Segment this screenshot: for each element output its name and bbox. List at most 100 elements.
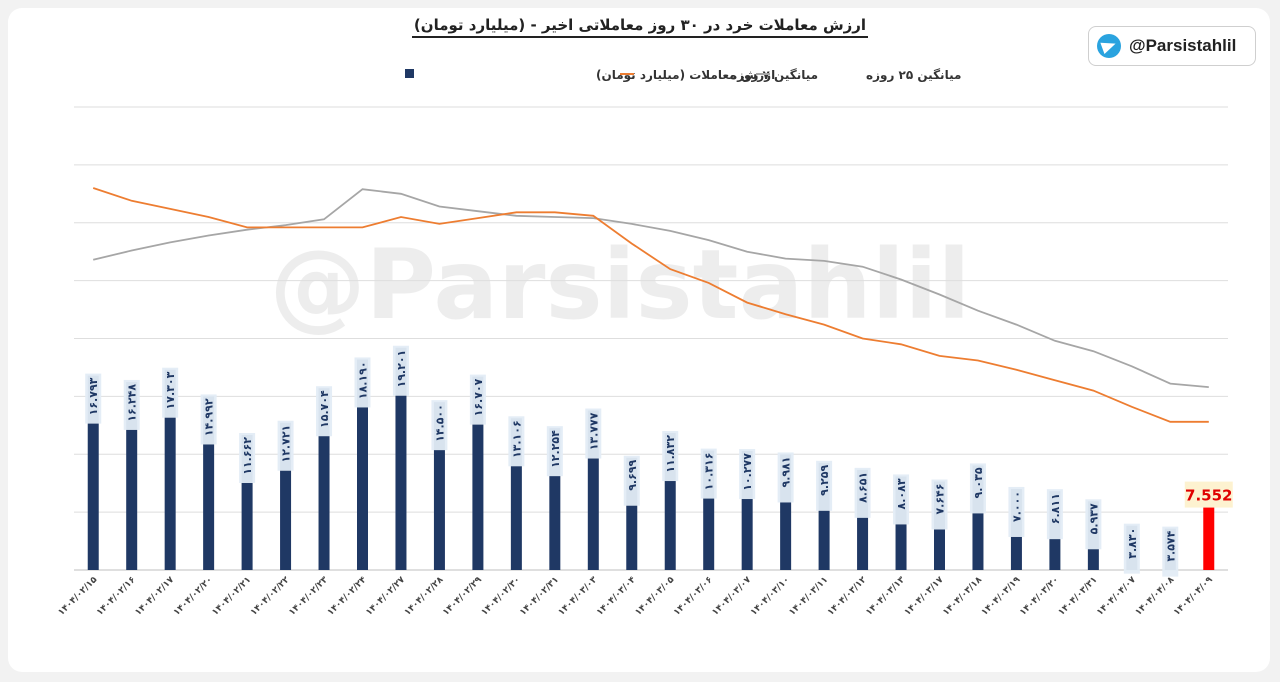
x-tick-label: ۱۴۰۴/۰۲/۲۴: [326, 575, 369, 618]
data-label-box: [431, 400, 448, 451]
data-label-text: ۱۲.۲۵۴: [549, 430, 562, 468]
data-label-text: ۶.۸۱۱: [1049, 493, 1062, 524]
x-tick-label: ۱۴۰۴/۰۲/۲۷: [364, 575, 407, 618]
x-tick-label: ۱۴۰۴/۰۳/۱۲: [826, 575, 869, 618]
bar: [587, 410, 599, 570]
data-label-text: ۱۶.۲۴۸: [126, 384, 139, 422]
data-label: ۱۹.۲۰۱: [392, 345, 409, 396]
bar: [241, 435, 253, 570]
data-label: ۹.۶۹۹: [623, 455, 640, 506]
data-label-box: [816, 460, 833, 511]
data-label-box: [546, 426, 563, 477]
bar: [280, 422, 292, 570]
data-label: ۶.۸۱۱: [1046, 489, 1063, 540]
data-label-box: [969, 463, 986, 514]
legend-label-0: ارزش معاملات (میلیارد تومان): [596, 68, 775, 83]
bar: [741, 451, 753, 570]
x-tick-label: ۱۴۰۴/۰۳/۱۳: [864, 575, 907, 618]
x-tick-label: ۱۴۰۴/۰۳/۰۵: [634, 575, 677, 618]
data-label-text: ۱۴.۵۰۰: [433, 404, 446, 442]
bar: [126, 381, 138, 570]
x-tick-label: ۱۴۰۴/۰۲/۲۱: [210, 575, 253, 618]
x-tick-label: ۱۴۰۴/۰۳/۱۹: [980, 575, 1023, 618]
x-tick-label: ۱۴۰۴/۰۳/۳۱: [1057, 575, 1100, 618]
data-label-box: [277, 420, 294, 471]
x-tick-label: ۱۴۰۴/۰۳/۰۴: [595, 575, 638, 618]
data-label: ۸.۰۸۳: [893, 474, 910, 525]
data-label-box: [354, 357, 371, 408]
data-label-box: [623, 455, 640, 506]
data-label-box: [854, 467, 871, 518]
data-label: ۱۱.۶۶۲: [239, 433, 256, 484]
data-label-text: ۱۳.۱۰۶: [510, 420, 523, 458]
watermark-text: @Parsistahlil: [270, 229, 971, 341]
data-label-text: ۸.۶۵۱: [857, 472, 870, 503]
x-tick-label: ۱۴۰۴/۰۲/۱۷: [133, 575, 176, 618]
data-label-text: ۹.۹۸۱: [780, 456, 793, 487]
data-label-box: [700, 448, 717, 499]
data-label: 7.552: [1184, 481, 1233, 508]
data-label-text: ۱۱.۸۳۲: [664, 435, 677, 473]
data-label: ۱۷.۳۰۳: [162, 367, 179, 418]
bar: [164, 369, 176, 570]
bar: [857, 469, 869, 570]
x-tick-label: ۱۴۰۴/۰۳/۰۳: [557, 575, 600, 618]
chart-title: ارزش معاملات خرد در ۳۰ روز معاملاتی اخیر…: [0, 16, 1280, 38]
bar: [357, 359, 368, 570]
data-label-box: [931, 479, 948, 530]
data-label-text: ۸.۰۸۳: [895, 478, 908, 509]
bar: [626, 457, 638, 570]
data-label: ۸.۶۵۱: [854, 467, 871, 518]
bar: [818, 462, 830, 570]
x-tick-label: ۱۴۰۴/۰۲/۲۳: [287, 575, 330, 618]
data-label: ۱۳.۷۷۷: [585, 408, 602, 459]
data-label-text: ۷.۶۴۶: [934, 483, 947, 514]
ma25-line: [92, 188, 1209, 388]
data-label-box: [239, 433, 256, 484]
data-label: ۱۲.۷۲۱: [277, 420, 294, 471]
bar: [1203, 482, 1215, 570]
data-label-box: [662, 431, 679, 482]
channel-badge[interactable]: @Parsistahlil: [1088, 26, 1256, 66]
data-label-box: [1085, 499, 1102, 550]
data-label: ۱۰.۳۱۶: [700, 448, 717, 499]
bar: [780, 454, 792, 570]
data-label-text: ۱۹.۲۰۱: [395, 350, 408, 388]
data-label-box: [1046, 489, 1063, 540]
chart-title-text: ارزش معاملات خرد در ۳۰ روز معاملاتی اخیر…: [411, 16, 869, 38]
data-label: ۳.۵۷۴: [1162, 526, 1179, 577]
data-label-text: ۱۰.۳۱۶: [703, 453, 716, 491]
x-tick-label: ۱۴۰۴/۰۳/۱۱: [787, 575, 830, 618]
data-label: ۷.۶۴۶: [931, 479, 948, 530]
data-label-box: [200, 394, 217, 445]
x-tick-label: ۱۴۰۴/۰۳/۱۰: [749, 575, 792, 618]
data-label-box: [123, 379, 140, 430]
data-label: ۱۴.۹۹۲: [200, 394, 217, 445]
data-label-box: [85, 373, 102, 424]
data-label-text: ۱۱.۶۶۲: [241, 437, 254, 475]
bar: [549, 428, 561, 570]
data-label-text: ۱۲.۷۲۱: [280, 425, 293, 463]
data-label: ۱۳.۱۰۶: [508, 416, 525, 467]
data-label-text: ۱۶.۷۹۳: [87, 377, 100, 415]
data-label-text: ۱۰.۲۷۷: [741, 453, 754, 491]
data-label-text: ۹.۲۵۹: [818, 465, 831, 496]
data-label-box: [1008, 486, 1025, 537]
data-label: ۹.۰۳۵: [969, 463, 986, 514]
data-label-text: ۹.۰۳۵: [972, 467, 985, 498]
data-label-text: ۳.۸۳۰: [1126, 528, 1139, 559]
data-label-box: [777, 452, 794, 503]
telegram-icon: [1097, 34, 1121, 58]
x-tick-label: ۱۴۰۴/۰۲/۱۶: [95, 575, 138, 618]
data-label-box: [162, 367, 179, 418]
data-label-box: [316, 386, 333, 437]
bar: [433, 402, 445, 570]
data-label: ۱۶.۷۹۳: [85, 373, 102, 424]
data-label-box: [508, 416, 525, 467]
data-label: ۱۲.۲۵۴: [546, 426, 563, 477]
x-tick-label: ۱۴۰۴/۰۳/۰۷: [710, 575, 753, 618]
legend-label-2: میانگین ۲۵ روزه: [866, 68, 961, 83]
bar: [203, 396, 215, 570]
data-label-text: ۱۳.۷۷۷: [587, 412, 600, 450]
